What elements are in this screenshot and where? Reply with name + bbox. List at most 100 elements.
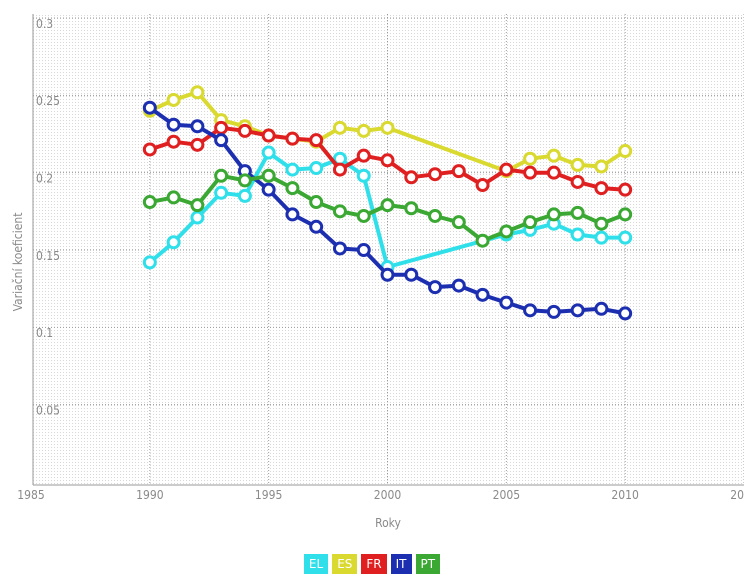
data-point-it xyxy=(499,295,514,310)
data-point-es xyxy=(166,92,181,107)
data-point-fr xyxy=(309,133,324,148)
x-tick-label: 1985 xyxy=(17,488,44,502)
data-point-es xyxy=(523,151,538,166)
data-point-fr xyxy=(332,162,347,177)
data-point-es xyxy=(546,148,561,163)
data-point-fr xyxy=(475,178,490,193)
data-point-it xyxy=(166,117,181,132)
data-point-pt xyxy=(190,198,205,213)
data-point-el xyxy=(285,162,300,177)
data-point-es xyxy=(380,120,395,135)
x-tick-label: 1995 xyxy=(255,488,282,502)
data-point-pt xyxy=(261,168,276,183)
legend-item-pt[interactable]: PT xyxy=(415,554,441,574)
x-tick-label: 2010 xyxy=(611,488,639,502)
data-point-it xyxy=(523,303,538,318)
data-point-fr xyxy=(214,120,229,135)
data-point-it xyxy=(570,303,585,318)
data-point-fr xyxy=(570,174,585,189)
data-point-pt xyxy=(214,168,229,183)
data-point-el xyxy=(309,161,324,176)
data-point-fr xyxy=(428,167,443,182)
data-point-el xyxy=(618,230,633,245)
series-fr xyxy=(142,120,633,197)
data-point-it xyxy=(594,301,609,316)
data-point-it xyxy=(356,243,371,257)
x-tick-label: 2015 xyxy=(730,488,744,502)
data-point-fr xyxy=(594,181,609,196)
y-axis-ticks: 0.3 0.25 0.2 0.15 0.1 0.05 xyxy=(36,17,60,418)
y-tick-label: 0.05 xyxy=(36,403,60,417)
line-chart: 1985199019952000200520102015 0.30.250.20… xyxy=(11,14,744,530)
data-point-es xyxy=(356,123,371,138)
x-tick-label: 2000 xyxy=(374,488,402,502)
data-point-pt xyxy=(380,198,395,213)
data-point-it xyxy=(214,133,229,148)
data-point-fr xyxy=(142,142,157,157)
data-point-pt xyxy=(546,207,561,222)
data-point-pt xyxy=(523,215,538,230)
data-point-fr xyxy=(380,153,395,168)
x-axis-title: Roky xyxy=(375,516,401,530)
legend-item-it[interactable]: IT xyxy=(390,554,412,574)
y-tick-label: 0.15 xyxy=(36,249,60,263)
plot-area xyxy=(33,14,744,485)
series-pt xyxy=(142,168,633,248)
data-point-fr xyxy=(356,148,371,163)
x-tick-label: 2005 xyxy=(493,488,520,502)
data-point-it xyxy=(546,304,561,319)
data-point-el xyxy=(594,230,609,245)
legend-item-el[interactable]: EL xyxy=(303,554,329,574)
data-point-fr xyxy=(618,182,633,197)
data-point-pt xyxy=(309,195,324,210)
data-point-es xyxy=(190,85,205,100)
data-point-el xyxy=(356,168,371,183)
data-point-el xyxy=(166,235,181,250)
data-point-it xyxy=(475,287,490,302)
data-point-es xyxy=(618,144,633,159)
data-point-el xyxy=(237,188,252,203)
data-point-fr xyxy=(404,170,419,185)
data-point-fr xyxy=(546,165,561,180)
data-point-it xyxy=(190,119,205,134)
data-point-el xyxy=(570,227,585,242)
axes xyxy=(32,14,744,486)
data-point-pt xyxy=(618,207,633,222)
data-point-pt xyxy=(285,181,300,196)
data-point-it xyxy=(261,182,276,197)
data-point-pt xyxy=(570,205,585,220)
grid-lines xyxy=(33,14,744,485)
data-point-fr xyxy=(523,165,538,180)
x-axis-ticks: 1985 1990 1995 2000 2005 2010 2015 xyxy=(17,488,744,502)
data-point-it xyxy=(380,267,395,282)
y-tick-label: 0.1 xyxy=(36,326,53,340)
legend-item-fr[interactable]: FR xyxy=(361,554,387,574)
data-point-it xyxy=(142,100,157,115)
data-point-pt xyxy=(594,216,609,231)
series-layer xyxy=(142,85,633,321)
data-point-el xyxy=(261,145,276,160)
legend-item-es[interactable]: ES xyxy=(332,554,358,574)
data-point-fr xyxy=(261,128,276,143)
data-point-el xyxy=(214,185,229,200)
data-point-pt xyxy=(142,195,157,210)
data-point-pt xyxy=(356,208,371,223)
data-point-fr xyxy=(166,134,181,149)
data-point-pt xyxy=(166,190,181,205)
data-point-es xyxy=(570,157,585,172)
data-point-pt xyxy=(499,224,514,239)
data-point-it xyxy=(309,219,324,234)
y-tick-label: 0.3 xyxy=(36,17,53,31)
data-point-el xyxy=(190,210,205,225)
data-point-es xyxy=(332,120,347,135)
data-point-it xyxy=(428,280,443,295)
data-point-es xyxy=(594,159,609,174)
data-point-pt xyxy=(451,215,466,230)
data-point-pt xyxy=(237,173,252,188)
y-axis-title: Variační koeficient xyxy=(11,213,25,312)
data-point-fr xyxy=(451,164,466,179)
data-point-fr xyxy=(190,137,205,152)
data-point-fr xyxy=(285,131,300,146)
y-tick-label: 0.25 xyxy=(36,94,60,108)
series-el xyxy=(142,145,633,275)
